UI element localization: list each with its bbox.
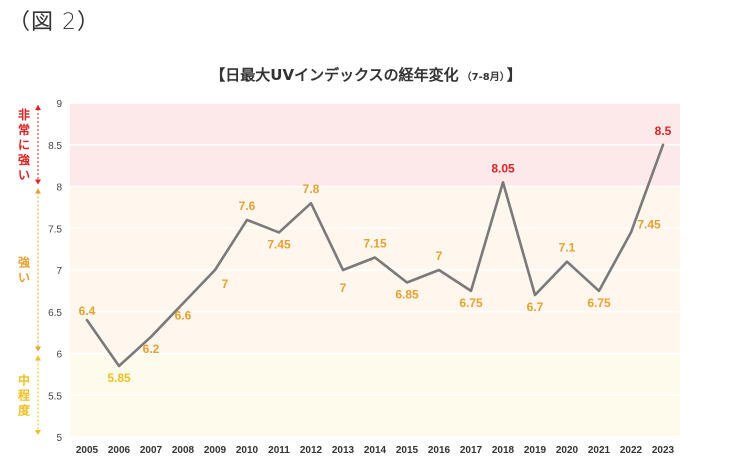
x-tick-label: 2010	[236, 445, 259, 456]
band-arrow-down-icon	[35, 179, 41, 185]
x-tick-label: 2013	[332, 445, 355, 456]
x-tick-label: 2005	[76, 445, 99, 456]
data-label: 7.45	[267, 237, 291, 251]
band-arrow-down-icon	[35, 346, 41, 352]
gridlines	[70, 102, 680, 438]
data-label: 6.4	[79, 304, 96, 318]
x-tick-label: 2017	[460, 445, 483, 456]
x-tick-label: 2023	[652, 445, 675, 456]
data-label: 7	[222, 277, 229, 291]
x-tick-label: 2018	[492, 445, 515, 456]
data-label: 6.2	[143, 342, 160, 356]
x-tick-label: 2011	[268, 445, 290, 456]
y-tick-label: 7	[56, 266, 62, 277]
band-label: 中程度	[18, 372, 31, 417]
data-label: 6.75	[587, 296, 611, 310]
x-tick-label: 2021	[588, 445, 611, 456]
uv-series-line	[85, 143, 665, 368]
data-label: 8.5	[655, 124, 672, 138]
chart-title-main: 【日最大UVインデックスの経年変化	[210, 66, 458, 84]
x-tick-label: 2020	[556, 445, 579, 456]
x-tick-label: 2007	[140, 445, 163, 456]
data-label: 7	[340, 281, 347, 295]
x-axis-ticks: 2005 2006 2007 2008 2009 2010 2011 2012 2013 2014…	[76, 445, 675, 456]
y-tick-label: 5.5	[48, 391, 62, 402]
y-tick-label: 8	[56, 183, 62, 194]
data-label: 6.75	[459, 296, 483, 310]
chart-title: 【日最大UVインデックスの経年変化 （7-8月）】	[210, 66, 521, 84]
band-label: 強い	[18, 255, 30, 285]
data-label: 5.85	[107, 371, 131, 385]
y-tick-label: 6.5	[48, 308, 62, 319]
x-tick-label: 2019	[524, 445, 547, 456]
band-arrow-up-icon	[35, 188, 41, 194]
band-label: 非常に強い	[18, 107, 30, 182]
x-tick-label: 2012	[300, 445, 323, 456]
data-label: 7.1	[559, 241, 576, 255]
x-tick-label: 2009	[204, 445, 227, 456]
band-arrow-up-icon	[35, 105, 41, 110]
x-tick-label: 2022	[620, 445, 643, 456]
data-label: 7.8	[303, 182, 320, 196]
data-label: 7	[436, 249, 443, 263]
y-tick-label: 9	[56, 99, 62, 110]
data-labels: 6.4 5.85 6.2 6.6 7 7.6 7.45 7.8 7 7.15 6.85 7 6.75 8.…	[79, 124, 672, 385]
y-tick-label: 7.5	[48, 224, 62, 235]
y-tick-label: 6	[56, 350, 62, 361]
figure-label: （図 2）	[8, 10, 100, 35]
data-label: 8.05	[491, 161, 515, 175]
y-axis-ticks: 5 5.5 6 6.5 7 7.5 8 8.5 9	[48, 99, 62, 444]
chart-title-close: 】	[507, 66, 522, 84]
y-tick-label: 8.5	[48, 141, 62, 152]
x-tick-label: 2008	[172, 445, 195, 456]
data-label: 7.6	[239, 199, 256, 213]
data-label: 6.85	[395, 288, 419, 302]
x-tick-label: 2014	[364, 445, 387, 456]
data-label: 7.15	[363, 236, 387, 250]
data-label: 6.7	[527, 300, 544, 314]
band-arrow-up-icon	[35, 355, 41, 361]
x-tick-label: 2015	[396, 445, 419, 456]
y-tick-label: 5	[56, 433, 62, 444]
x-tick-label: 2016	[428, 445, 451, 456]
data-label: 6.6	[175, 308, 192, 322]
chart-title-suffix: （7-8月）	[462, 70, 505, 83]
data-label: 7.45	[637, 217, 661, 231]
band-arrow-down-icon	[35, 430, 41, 435]
x-tick-label: 2006	[108, 445, 131, 456]
